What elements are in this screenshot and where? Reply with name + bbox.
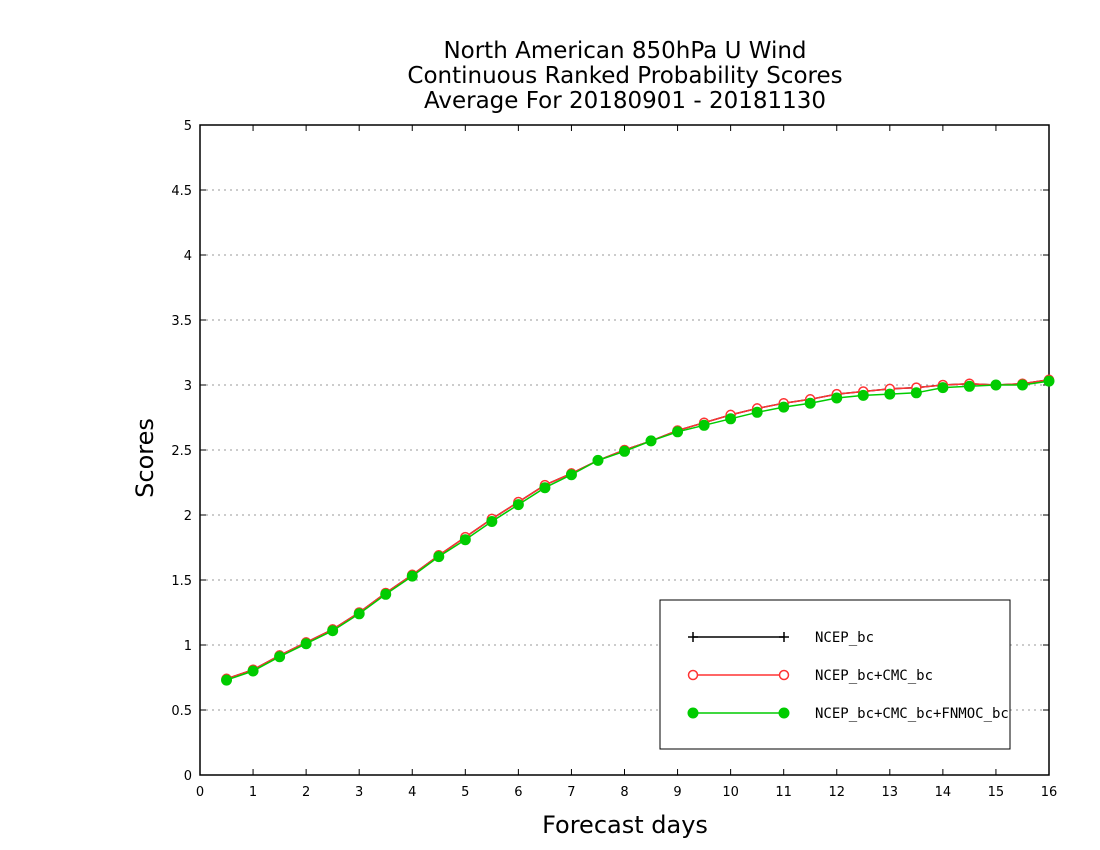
x-tick-label: 4: [408, 785, 416, 800]
chart-title-line: Average For 20180901 - 20181130: [424, 88, 826, 114]
chart-title-line: Continuous Ranked Probability Scores: [407, 63, 842, 89]
series: [221, 374, 1055, 686]
x-axis-title: Forecast days: [542, 811, 708, 839]
data-point-filled-circle: [274, 651, 286, 663]
data-point-filled-circle: [751, 406, 763, 418]
data-point-open-circle: [778, 669, 790, 681]
data-point-filled-circle: [619, 445, 630, 457]
data-point-filled-circle: [433, 551, 445, 563]
legend-entry: NCEP_bc: [688, 630, 874, 646]
data-point-filled-circle: [687, 707, 699, 719]
x-tick-label: 11: [775, 785, 792, 800]
y-tick-label: 4: [184, 249, 192, 264]
data-point-filled-circle: [672, 426, 684, 438]
y-tick-label: 4.5: [171, 184, 192, 199]
data-point-filled-circle: [592, 454, 604, 466]
data-point-filled-circle: [698, 419, 710, 431]
data-point-filled-circle: [857, 389, 869, 401]
data-point-filled-circle: [990, 379, 1002, 391]
data-point-filled-circle: [406, 570, 418, 582]
x-tick-label: 10: [722, 785, 739, 800]
data-point-filled-circle: [300, 638, 312, 650]
x-tick-label: 3: [355, 785, 363, 800]
data-point-filled-circle: [1016, 379, 1028, 391]
y-tick-label: 3.5: [171, 314, 192, 329]
x-tick-label: 14: [935, 785, 952, 800]
y-axis: 0 0.5 1 1.5 2 2.5 3 3.5 4 4.5 5: [171, 119, 1049, 784]
data-point-filled-circle: [327, 625, 339, 637]
x-tick-label: 0: [196, 785, 204, 800]
x-tick-label: 13: [882, 785, 899, 800]
x-tick-label: 2: [302, 785, 310, 800]
data-point-plus: [779, 632, 789, 642]
data-point-filled-circle: [1043, 375, 1055, 387]
y-axis-title: Scores: [131, 418, 159, 498]
y-tick-label: 1.5: [171, 574, 192, 589]
y-tick-label: 2.5: [171, 444, 192, 459]
x-tick-label: 5: [461, 785, 469, 800]
data-point-filled-circle: [778, 707, 790, 719]
x-tick-label: 6: [514, 785, 522, 800]
data-point-filled-circle: [725, 413, 737, 425]
data-point-filled-circle: [645, 435, 657, 447]
data-point-filled-circle: [486, 516, 498, 527]
x-tick-label: 9: [673, 785, 681, 800]
y-tick-label: 2: [184, 509, 192, 524]
data-point-filled-circle: [221, 674, 233, 686]
data-point-filled-circle: [512, 499, 524, 511]
data-point-filled-circle: [963, 380, 975, 392]
x-tick-label: 12: [828, 785, 845, 800]
data-point-filled-circle: [937, 382, 949, 394]
chart-title-line: North American 850hPa U Wind: [443, 38, 806, 64]
y-tick-label: 0.5: [171, 704, 192, 719]
x-tick-label: 8: [620, 785, 628, 800]
legend-label: NCEP_bc+CMC_bc+FNMOC_bc: [815, 706, 1009, 722]
data-point-filled-circle: [884, 388, 896, 400]
data-point-filled-circle: [910, 387, 922, 399]
y-tick-label: 1: [184, 639, 192, 654]
x-axis: 0 1 2 3 4 5 6 7 8 9 10 11 12 13 14 15 16: [196, 125, 1057, 800]
data-point-filled-circle: [247, 665, 259, 677]
data-point-filled-circle: [353, 608, 365, 620]
legend-entry: NCEP_bc+CMC_bc: [687, 668, 933, 684]
legend-entry: NCEP_bc+CMC_bc+FNMOC_bc: [687, 706, 1009, 722]
data-point-filled-circle: [539, 482, 551, 494]
x-tick-label: 15: [988, 785, 1005, 800]
x-tick-label: 7: [567, 785, 575, 800]
data-point-filled-circle: [831, 392, 843, 404]
y-tick-label: 5: [184, 119, 192, 134]
x-tick-label: 1: [249, 785, 257, 800]
y-tick-label: 0: [184, 769, 192, 784]
legend: NCEP_bc NCEP_bc+CMC_bc NCEP_bc+CMC_bc+FNMO…: [659, 599, 1011, 750]
data-point-open-circle: [687, 669, 699, 681]
legend-label: NCEP_bc+CMC_bc: [815, 668, 933, 684]
data-point-filled-circle: [459, 534, 471, 546]
data-point-filled-circle: [565, 469, 577, 481]
data-point-filled-circle: [380, 588, 392, 600]
x-tick-label: 16: [1041, 785, 1058, 800]
data-point-filled-circle: [804, 397, 816, 409]
series-3: [221, 375, 1055, 686]
legend-label: NCEP_bc: [815, 630, 874, 646]
y-tick-label: 3: [184, 379, 192, 394]
data-point-plus: [688, 632, 698, 642]
data-point-filled-circle: [778, 401, 790, 413]
